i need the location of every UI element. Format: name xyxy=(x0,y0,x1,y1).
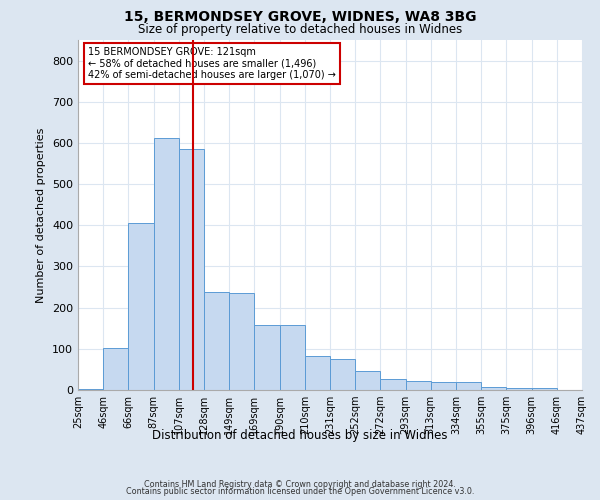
Bar xyxy=(128,223,154,390)
Bar xyxy=(431,382,456,390)
Bar xyxy=(280,326,305,390)
Text: 15, BERMONDSEY GROVE, WIDNES, WA8 3BG: 15, BERMONDSEY GROVE, WIDNES, WA8 3BG xyxy=(124,10,476,24)
Text: Contains public sector information licensed under the Open Government Licence v3: Contains public sector information licen… xyxy=(126,488,474,496)
Bar xyxy=(481,386,506,390)
Bar xyxy=(154,138,179,390)
Bar xyxy=(456,382,481,390)
Bar xyxy=(103,348,128,390)
Bar xyxy=(305,356,330,390)
Text: Size of property relative to detached houses in Widnes: Size of property relative to detached ho… xyxy=(138,22,462,36)
Bar xyxy=(78,389,103,390)
Text: 15 BERMONDSEY GROVE: 121sqm
← 58% of detached houses are smaller (1,496)
42% of : 15 BERMONDSEY GROVE: 121sqm ← 58% of det… xyxy=(88,47,336,80)
Text: Distribution of detached houses by size in Widnes: Distribution of detached houses by size … xyxy=(152,430,448,442)
Y-axis label: Number of detached properties: Number of detached properties xyxy=(37,128,46,302)
Bar xyxy=(406,381,431,390)
Bar xyxy=(229,293,254,390)
Text: Contains HM Land Registry data © Crown copyright and database right 2024.: Contains HM Land Registry data © Crown c… xyxy=(144,480,456,489)
Bar xyxy=(506,388,532,390)
Bar xyxy=(380,379,406,390)
Bar xyxy=(179,148,204,390)
Bar xyxy=(355,372,380,390)
Bar xyxy=(330,359,355,390)
Bar xyxy=(204,292,229,390)
Bar xyxy=(254,324,280,390)
Bar xyxy=(532,388,557,390)
